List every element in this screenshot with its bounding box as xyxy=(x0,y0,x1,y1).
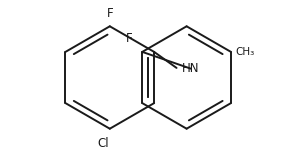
Text: F: F xyxy=(106,7,113,20)
Text: HN: HN xyxy=(182,62,200,75)
Text: CH₃: CH₃ xyxy=(236,47,255,57)
Text: F: F xyxy=(126,33,133,46)
Text: Cl: Cl xyxy=(98,137,109,150)
